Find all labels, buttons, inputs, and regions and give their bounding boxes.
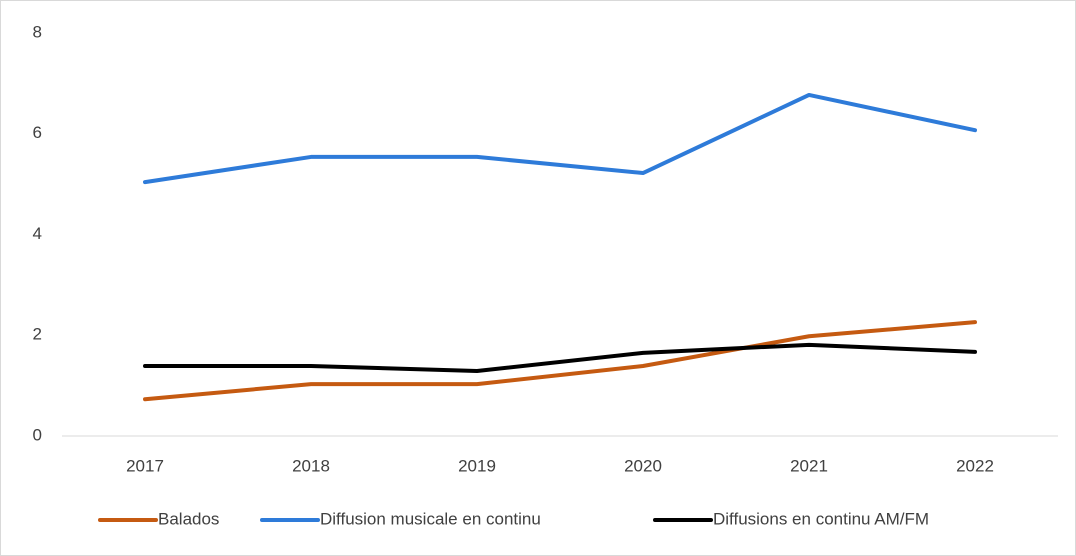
x-tick-label: 2022 — [956, 456, 994, 475]
legend-label: Diffusion musicale en continu — [320, 509, 541, 528]
y-tick-label: 0 — [33, 425, 42, 444]
x-tick-label: 2018 — [292, 456, 330, 475]
line-series — [143, 342, 977, 374]
x-tick-label: 2019 — [458, 456, 496, 475]
x-tick-label: 2021 — [790, 456, 828, 475]
legend-label: Diffusions en continu AM/FM — [713, 509, 929, 528]
line-series — [143, 92, 977, 185]
y-tick-label: 8 — [33, 22, 42, 41]
legend-label: Balados — [158, 509, 219, 528]
x-tick-label: 2020 — [624, 456, 662, 475]
line-series — [143, 320, 977, 402]
y-tick-label: 2 — [33, 325, 42, 344]
y-tick-label: 6 — [33, 123, 42, 142]
x-tick-label: 2017 — [126, 456, 164, 475]
y-tick-label: 4 — [33, 224, 42, 243]
